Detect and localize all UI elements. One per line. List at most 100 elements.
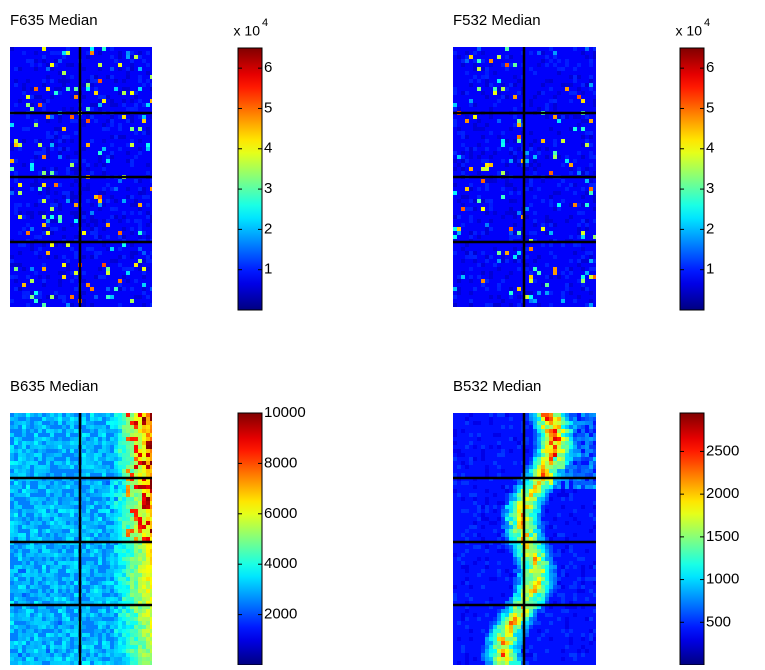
image-cell — [549, 545, 553, 549]
image-cell — [549, 231, 553, 235]
image-cell — [565, 63, 569, 67]
image-cell — [589, 445, 593, 449]
image-cell — [481, 585, 485, 589]
image-cell — [30, 549, 34, 553]
image-cell — [122, 557, 126, 561]
image-cell — [34, 51, 38, 55]
image-cell — [98, 625, 102, 629]
image-cell — [126, 473, 130, 477]
image-cell — [46, 597, 50, 601]
image-cell — [557, 493, 561, 497]
image-cell — [469, 55, 473, 59]
image-cell — [513, 561, 517, 565]
image-cell — [86, 449, 90, 453]
image-cell — [561, 597, 565, 601]
image-cell — [26, 457, 30, 461]
image-cell — [561, 417, 565, 421]
image-cell — [102, 589, 106, 593]
image-cell — [529, 299, 533, 303]
image-cell — [26, 581, 30, 585]
image-cell — [118, 593, 122, 597]
image-cell — [589, 473, 593, 477]
image-cell — [485, 179, 489, 183]
image-cell — [517, 637, 521, 641]
image-cell — [22, 127, 26, 131]
image-cell — [26, 497, 30, 501]
image-cell — [30, 617, 34, 621]
image-cell — [453, 553, 457, 557]
image-cell — [26, 609, 30, 613]
image-cell — [46, 251, 50, 255]
image-cell — [581, 127, 585, 131]
image-cell — [114, 489, 118, 493]
image-cell — [134, 489, 138, 493]
image-cell — [489, 203, 493, 207]
image-cell — [545, 275, 549, 279]
image-cell — [34, 637, 38, 641]
image-cell — [549, 195, 553, 199]
image-cell — [485, 259, 489, 263]
image-cell — [505, 87, 509, 91]
image-cell — [126, 489, 130, 493]
image-cell — [573, 191, 577, 195]
image-cell — [473, 545, 477, 549]
image-cell — [30, 521, 34, 525]
image-cell — [509, 501, 513, 505]
image-cell — [565, 493, 569, 497]
image-cell — [581, 219, 585, 223]
image-cell — [146, 641, 150, 645]
image-cell — [22, 605, 26, 609]
image-cell — [142, 187, 146, 191]
image-cell — [461, 461, 465, 465]
image-cell — [138, 657, 142, 661]
image-cell — [22, 425, 26, 429]
image-cell — [477, 187, 481, 191]
image-cell — [26, 509, 30, 513]
image-cell — [541, 565, 545, 569]
image-cell — [517, 601, 521, 605]
image-cell — [22, 597, 26, 601]
image-cell — [150, 569, 152, 573]
image-cell — [54, 657, 58, 661]
image-cell — [42, 545, 46, 549]
image-cell — [62, 589, 66, 593]
image-cell — [10, 191, 14, 195]
image-cell — [541, 457, 545, 461]
image-cell — [46, 87, 50, 91]
image-cell — [14, 645, 18, 649]
image-cell — [26, 601, 30, 605]
image-cell — [561, 505, 565, 509]
image-cell — [485, 637, 489, 641]
image-cell — [469, 231, 473, 235]
image-cell — [30, 661, 34, 665]
image-cell — [541, 533, 545, 537]
image-cell — [553, 461, 557, 465]
image-cell — [489, 179, 493, 183]
image-cell — [90, 461, 94, 465]
image-cell — [70, 461, 74, 465]
image-cell — [589, 449, 593, 453]
image-cell — [453, 597, 457, 601]
image-cell — [38, 199, 42, 203]
image-cell — [46, 413, 50, 417]
image-cell — [90, 107, 94, 111]
image-cell — [10, 517, 14, 521]
image-cell — [457, 275, 461, 279]
image-cell — [549, 441, 553, 445]
image-cell — [118, 497, 122, 501]
image-cell — [114, 545, 118, 549]
image-cell — [142, 629, 146, 633]
image-cell — [581, 557, 585, 561]
image-cell — [533, 465, 537, 469]
image-cell — [130, 227, 134, 231]
image-cell — [549, 275, 553, 279]
image-cell — [142, 617, 146, 621]
image-cell — [22, 163, 26, 167]
image-cell — [94, 661, 98, 665]
image-cell — [118, 569, 122, 573]
image-cell — [529, 561, 533, 565]
image-cell — [553, 151, 557, 155]
image-cell — [14, 449, 18, 453]
image-cell — [581, 287, 585, 291]
image-cell — [150, 421, 152, 425]
